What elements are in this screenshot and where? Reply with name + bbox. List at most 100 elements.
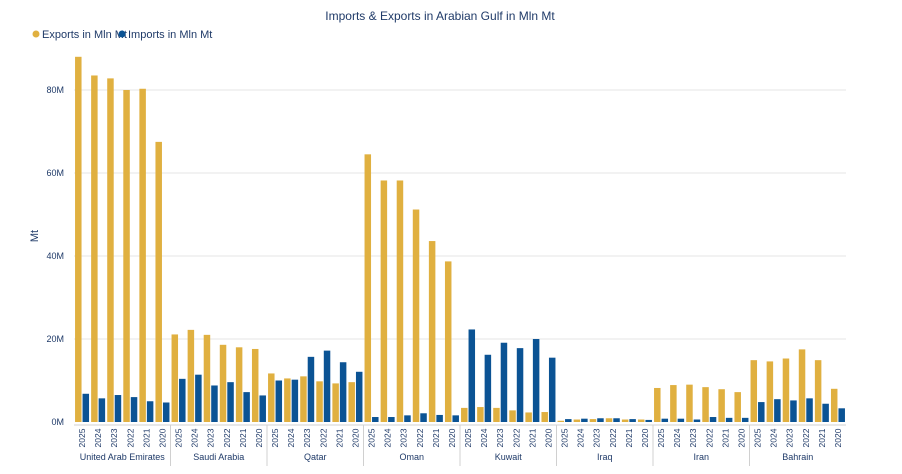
bar-exports[interactable]: [444, 261, 452, 422]
bar-exports[interactable]: [605, 418, 613, 422]
bar-imports[interactable]: [211, 385, 218, 422]
bar-imports[interactable]: [323, 350, 331, 422]
bar-imports[interactable]: [597, 418, 604, 422]
bar-exports[interactable]: [702, 387, 709, 422]
bar-imports[interactable]: [822, 403, 829, 422]
bar-exports[interactable]: [798, 349, 806, 422]
bar-exports[interactable]: [412, 209, 420, 422]
bar-exports[interactable]: [525, 412, 532, 422]
bar-imports[interactable]: [677, 418, 685, 422]
bar-exports[interactable]: [750, 360, 758, 422]
bar-imports[interactable]: [661, 418, 669, 422]
bar-exports[interactable]: [621, 419, 629, 422]
bar-exports[interactable]: [251, 348, 259, 422]
bar-imports[interactable]: [725, 417, 733, 422]
bar-imports[interactable]: [275, 380, 283, 423]
bar-imports[interactable]: [436, 414, 443, 422]
bar-imports[interactable]: [355, 371, 363, 422]
bar-exports[interactable]: [814, 360, 822, 422]
bar-imports[interactable]: [806, 398, 813, 422]
bar-exports[interactable]: [428, 241, 436, 422]
x-tick-year: 2025: [560, 428, 570, 447]
bar-exports[interactable]: [91, 75, 98, 422]
bar-exports[interactable]: [766, 361, 774, 422]
bar-exports[interactable]: [573, 419, 581, 422]
bar-exports[interactable]: [268, 373, 275, 422]
bar-imports[interactable]: [307, 356, 315, 422]
bar-exports[interactable]: [654, 387, 661, 422]
bar-exports[interactable]: [348, 382, 355, 422]
bar-exports[interactable]: [541, 412, 548, 422]
bar-exports[interactable]: [203, 334, 211, 422]
bar-imports[interactable]: [774, 399, 781, 422]
bar-exports[interactable]: [219, 344, 227, 422]
bar-imports[interactable]: [420, 413, 427, 422]
bar-exports[interactable]: [477, 407, 484, 422]
bar-exports[interactable]: [316, 381, 323, 422]
bar-exports[interactable]: [75, 56, 82, 423]
bar-imports[interactable]: [404, 415, 411, 422]
bar-imports[interactable]: [388, 417, 395, 422]
bar-imports[interactable]: [629, 419, 636, 422]
bar-imports[interactable]: [114, 395, 122, 422]
legend-item-exports[interactable]: Exports in Mln Mt: [32, 29, 127, 41]
bar-exports[interactable]: [364, 154, 372, 422]
bar-exports[interactable]: [782, 358, 790, 422]
bar-exports[interactable]: [300, 376, 307, 422]
bar-imports[interactable]: [259, 395, 266, 422]
bar-imports[interactable]: [243, 392, 250, 422]
bar-imports[interactable]: [291, 379, 299, 422]
bar-imports[interactable]: [645, 419, 652, 422]
bar-imports[interactable]: [693, 419, 701, 422]
bar-exports[interactable]: [171, 334, 179, 422]
bar-exports[interactable]: [557, 420, 565, 422]
bar-exports[interactable]: [670, 385, 677, 422]
bar-exports[interactable]: [734, 392, 741, 422]
bar-exports[interactable]: [284, 378, 291, 422]
bar-exports[interactable]: [155, 141, 162, 422]
bar-exports[interactable]: [123, 90, 130, 422]
bar-exports[interactable]: [509, 410, 516, 422]
bar-imports[interactable]: [532, 339, 540, 422]
bar-exports[interactable]: [187, 329, 195, 422]
bar-imports[interactable]: [339, 362, 347, 422]
bar-imports[interactable]: [741, 417, 749, 422]
bar-imports[interactable]: [790, 400, 797, 422]
bar-imports[interactable]: [548, 357, 556, 422]
bar-exports[interactable]: [461, 407, 468, 422]
bar-imports[interactable]: [709, 417, 717, 422]
bar-imports[interactable]: [468, 329, 476, 422]
bar-exports[interactable]: [686, 384, 693, 422]
bar-imports[interactable]: [758, 402, 765, 422]
bar-imports[interactable]: [146, 401, 154, 422]
bar-imports[interactable]: [130, 397, 138, 422]
bar-exports[interactable]: [107, 78, 114, 422]
bar-exports[interactable]: [332, 383, 339, 422]
bar-imports[interactable]: [516, 348, 524, 422]
bar-exports[interactable]: [235, 347, 243, 422]
legend-item-imports[interactable]: Imports in Mln Mt: [118, 29, 213, 41]
bar-imports[interactable]: [613, 418, 620, 422]
bar-imports[interactable]: [581, 418, 588, 422]
bar-exports[interactable]: [380, 180, 388, 422]
bar-imports[interactable]: [372, 417, 379, 422]
bar-imports[interactable]: [565, 419, 572, 422]
bar-imports[interactable]: [162, 402, 170, 422]
bar-exports[interactable]: [493, 407, 500, 422]
bar-imports[interactable]: [227, 382, 234, 422]
bar-exports[interactable]: [637, 419, 645, 422]
bar-imports[interactable]: [179, 378, 186, 422]
bar-exports[interactable]: [589, 419, 597, 422]
x-tick-year: 2024: [383, 428, 393, 447]
bar-imports[interactable]: [500, 342, 508, 422]
bar-exports[interactable]: [396, 180, 404, 422]
bar-exports[interactable]: [718, 389, 725, 422]
bar-imports[interactable]: [838, 408, 845, 422]
bar-exports[interactable]: [139, 88, 146, 422]
bar-imports[interactable]: [195, 374, 202, 422]
bar-exports[interactable]: [830, 388, 838, 422]
bar-imports[interactable]: [452, 415, 459, 422]
bar-imports[interactable]: [82, 393, 90, 422]
bar-imports[interactable]: [484, 354, 492, 422]
bar-imports[interactable]: [98, 398, 106, 422]
